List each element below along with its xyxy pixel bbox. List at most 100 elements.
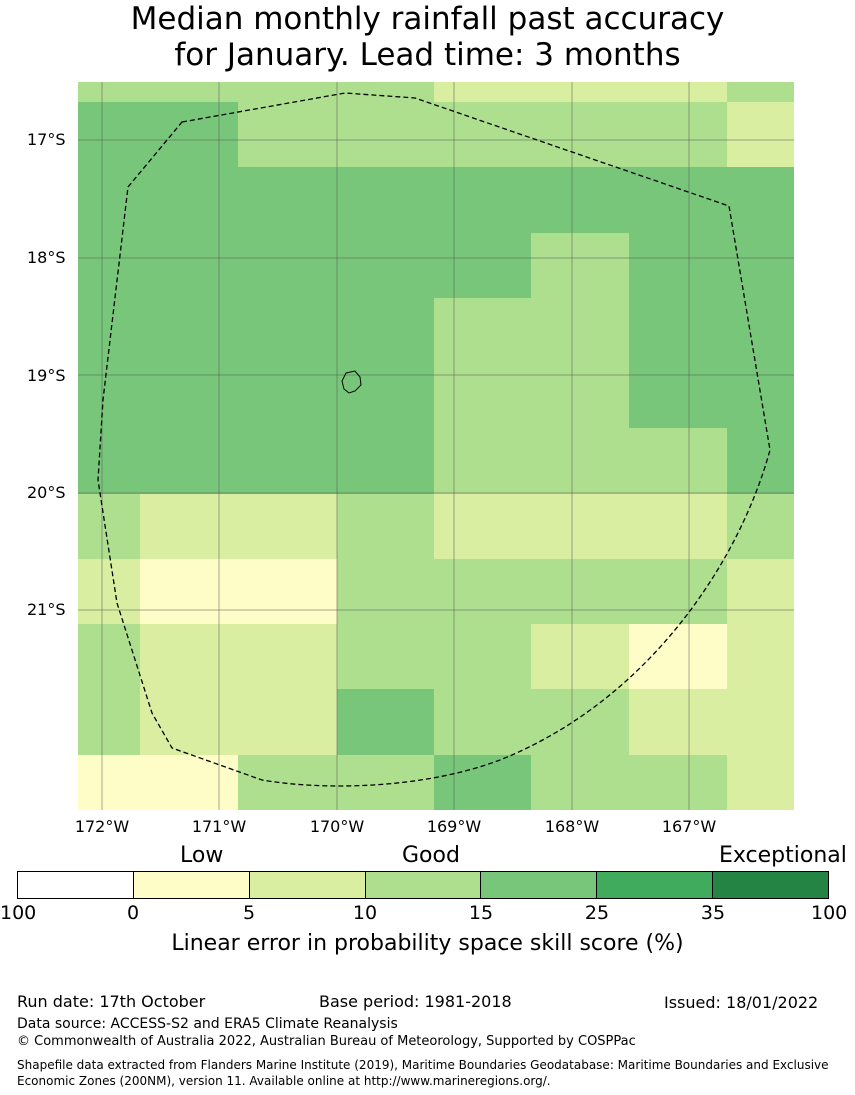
grid-cell bbox=[140, 363, 238, 428]
lat-label-20s: 20°S bbox=[27, 483, 66, 502]
grid-cell bbox=[531, 755, 629, 810]
grid-cell bbox=[140, 755, 238, 810]
grid-cell bbox=[434, 298, 531, 363]
grid-cell bbox=[629, 755, 727, 810]
legend-category-exceptional: Exceptional bbox=[719, 843, 847, 868]
grid-cell bbox=[629, 82, 727, 102]
grid-cell bbox=[629, 689, 727, 755]
grid-cell bbox=[238, 298, 337, 363]
grid-cell bbox=[629, 494, 727, 559]
grid-cell bbox=[78, 233, 140, 298]
skill-score-grid bbox=[78, 82, 794, 810]
grid-cell bbox=[531, 233, 629, 298]
grid-cell bbox=[238, 363, 337, 428]
grid-cell bbox=[238, 428, 337, 494]
grid-cell bbox=[337, 689, 434, 755]
grid-cell bbox=[140, 233, 238, 298]
grid-cell bbox=[531, 102, 629, 167]
grid-cell bbox=[337, 102, 434, 167]
grid-cell bbox=[629, 233, 727, 298]
copyright: © Commonwealth of Australia 2022, Austra… bbox=[17, 1034, 636, 1049]
grid-cell bbox=[140, 167, 238, 233]
grid-cell bbox=[629, 559, 727, 624]
grid-cell bbox=[531, 298, 629, 363]
grid-cell bbox=[727, 363, 794, 428]
lon-label-168w: 168°W bbox=[544, 817, 600, 836]
grid-cell bbox=[337, 82, 434, 102]
grid-cell bbox=[78, 82, 238, 102]
grid-cell bbox=[140, 298, 238, 363]
title-line-2: for January. Lead time: 3 months bbox=[174, 37, 681, 73]
grid-cell bbox=[727, 167, 794, 233]
grid-cell bbox=[531, 167, 629, 233]
grid-cell bbox=[727, 494, 794, 559]
grid-cell bbox=[78, 689, 140, 755]
grid-cell bbox=[727, 428, 794, 494]
grid-cell bbox=[531, 559, 629, 624]
grid-cell bbox=[434, 233, 531, 298]
legend-category-good: Good bbox=[402, 843, 460, 868]
lon-label-171w: 171°W bbox=[191, 817, 247, 836]
grid-cell bbox=[238, 233, 337, 298]
grid-cell bbox=[337, 755, 434, 810]
grid-cell bbox=[434, 494, 531, 559]
lon-label-167w: 167°W bbox=[661, 817, 717, 836]
grid-cell bbox=[531, 363, 629, 428]
grid-cell bbox=[78, 102, 140, 167]
grid-cell bbox=[531, 689, 629, 755]
lat-label-19s: 19°S bbox=[27, 366, 66, 385]
grid-cell bbox=[629, 167, 727, 233]
lat-label-17s: 17°S bbox=[27, 130, 66, 149]
grid-cell bbox=[337, 624, 434, 689]
island-niue bbox=[341, 370, 362, 394]
colorbar-tick: 5 bbox=[242, 902, 256, 924]
grid-cell bbox=[238, 494, 337, 559]
grid-cell bbox=[140, 428, 238, 494]
colorbar-segment bbox=[713, 872, 829, 898]
graticule bbox=[78, 82, 794, 810]
colorbar bbox=[17, 871, 829, 899]
grid-cell bbox=[434, 102, 531, 167]
grid-cell bbox=[238, 624, 337, 689]
colorbar-tick: 10 bbox=[352, 902, 378, 924]
colorbar-tick: 25 bbox=[584, 902, 610, 924]
grid-cell bbox=[531, 494, 629, 559]
lon-label-172w: 172°W bbox=[74, 817, 130, 836]
grid-cell bbox=[434, 363, 531, 428]
grid-cell bbox=[78, 428, 140, 494]
grid-cell bbox=[238, 559, 337, 624]
grid-cell bbox=[337, 494, 434, 559]
grid-cell bbox=[238, 102, 337, 167]
grid-cell bbox=[78, 755, 140, 810]
issued-date: Issued: 18/01/2022 bbox=[664, 993, 819, 1012]
grid-cell bbox=[727, 82, 794, 102]
grid-cell bbox=[337, 428, 434, 494]
grid-cell bbox=[531, 82, 629, 102]
colorbar-segment bbox=[365, 872, 482, 898]
grid-cell bbox=[434, 624, 531, 689]
grid-cell bbox=[337, 298, 434, 363]
grid-cell bbox=[434, 167, 531, 233]
title-line-1: Median monthly rainfall past accuracy bbox=[130, 1, 725, 37]
colorbar-segment bbox=[249, 872, 366, 898]
lat-label-21s: 21°S bbox=[27, 600, 66, 619]
colorbar-tick: 35 bbox=[700, 902, 726, 924]
map-plot bbox=[78, 82, 794, 810]
lat-label-18s: 18°S bbox=[27, 248, 66, 267]
colorbar-segment bbox=[597, 872, 714, 898]
colorbar-tick: 0 bbox=[126, 902, 140, 924]
grid-cell bbox=[434, 755, 531, 810]
grid-cell bbox=[238, 167, 337, 233]
colorbar-tick: 15 bbox=[468, 902, 494, 924]
grid-cell bbox=[238, 689, 337, 755]
grid-cell bbox=[337, 167, 434, 233]
grid-cell bbox=[337, 363, 434, 428]
grid-cell bbox=[629, 428, 727, 494]
colorbar-tick: 100 bbox=[811, 902, 848, 924]
grid-cell bbox=[727, 624, 794, 689]
grid-cell bbox=[727, 233, 794, 298]
grid-cell bbox=[434, 82, 531, 102]
colorbar-tick: 100 bbox=[0, 902, 37, 924]
grid-cell bbox=[629, 624, 727, 689]
grid-cell bbox=[727, 689, 794, 755]
